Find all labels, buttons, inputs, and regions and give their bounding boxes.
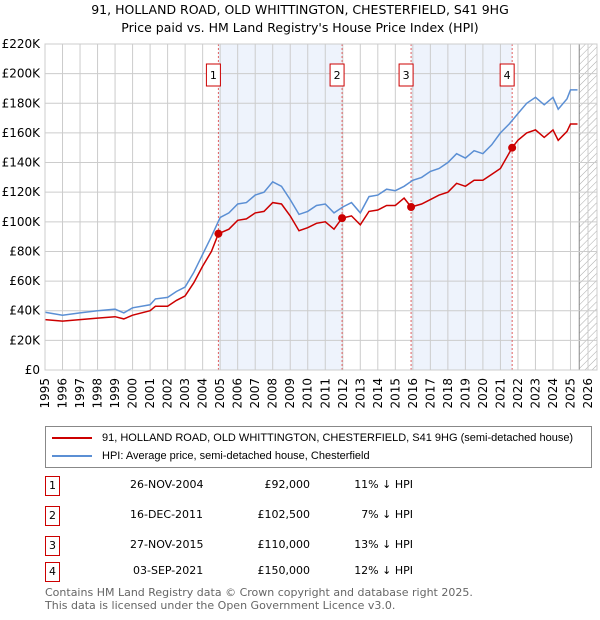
x-tick-label: 2022 [511,378,525,409]
ownership-shade [218,44,343,370]
x-tick-label: 2006 [231,378,245,409]
sale-point [407,203,416,211]
x-tick-label: 2004 [196,378,210,409]
x-tick-label: 2007 [248,378,262,409]
y-tick-label: £40K [9,304,41,318]
transaction-number: 1 [45,476,60,496]
transaction-date: 16-DEC-2011 [130,508,204,521]
transaction-date: 26-NOV-2004 [130,478,204,491]
property-price-line [44,123,578,322]
x-tick-label: 1995 [38,378,52,409]
transaction-price: £102,500 [257,508,311,521]
legend-swatch-property [52,437,92,439]
legend-label-property: 91, HOLLAND ROAD, OLD WHITTINGTON, CHEST… [102,432,574,444]
transaction-hpi-diff: 11% ↓ HPI [354,478,413,491]
chart-title-line1: 91, HOLLAND ROAD, OLD WHITTINGTON, CHEST… [91,2,509,17]
transaction-row: 3 27-NOV-2015 £110,000 13% ↓ HPI [45,536,445,556]
x-tick-label: 2019 [458,378,472,409]
x-tick-label: 2026 [581,378,595,409]
sale-label: 2 [334,69,341,82]
y-tick-label: £140K [2,156,42,170]
x-tick-label: 2000 [126,378,140,409]
transaction-price: £110,000 [257,538,311,551]
transaction-hpi-diff: 7% ↓ HPI [361,508,413,521]
x-tick-label: 2003 [178,378,192,409]
plot-border [44,43,598,371]
sale-point [338,214,347,223]
y-tick-label: £180K [2,96,42,110]
y-tick-label: £100K [2,215,42,229]
transaction-date: 03-SEP-2021 [133,564,204,577]
x-tick-label: 2014 [371,378,385,409]
y-tick-label: £20K [9,333,41,347]
footer-attribution: Contains HM Land Registry data © Crown c… [45,586,473,612]
chart-title-line2: Price paid vs. HM Land Registry's House … [121,20,479,35]
footer-line-1: Contains HM Land Registry data © Crown c… [45,586,473,599]
hpi-line [44,89,578,316]
y-tick-label: £120K [2,185,42,199]
transaction-price: £92,000 [264,478,311,491]
y-tick-label: £0 [25,363,40,377]
y-tick-label: £160K [2,126,42,140]
chart-plot: 1 2 3 4 £0 £20K £40K £60K £80K £100K £120K £140K £16… [2,37,598,409]
ownership-shade [411,44,513,370]
x-tick-label: 2012 [336,378,350,409]
x-tick-label: 2017 [423,378,437,409]
x-tick-label: 2005 [213,378,227,409]
x-tick-label: 1997 [73,378,87,409]
chart-legend: 91, HOLLAND ROAD, OLD WHITTINGTON, CHEST… [45,426,592,468]
x-tick-label: 2015 [388,378,402,409]
x-tick-label: 2020 [476,378,490,409]
x-tick-label: 2021 [493,378,507,409]
sale-label-box [205,63,221,87]
x-tick-label: 2016 [406,378,420,409]
sale-label: 4 [504,69,511,82]
sale-point [508,143,517,152]
y-tick-label: £80K [9,244,41,258]
transaction-hpi-diff: 13% ↓ HPI [354,538,413,551]
x-tick-label: 2008 [266,378,280,409]
footer-line-2: This data is licensed under the Open Gov… [45,599,396,612]
transaction-number: 2 [45,506,60,526]
x-tick-label: 2002 [161,378,175,409]
transaction-row: 2 16-DEC-2011 £102,500 7% ↓ HPI [45,506,445,526]
x-tick-label: 2024 [546,378,560,409]
x-tick-label: 2011 [318,378,332,409]
x-tick-label: 1996 [56,378,70,409]
sale-label: 3 [403,69,410,82]
transaction-number: 3 [45,536,60,556]
x-tick-label: 2023 [528,378,542,409]
transaction-date: 27-NOV-2015 [130,538,204,551]
transaction-price: £150,000 [257,564,311,577]
legend-swatch-hpi [52,455,92,457]
x-tick-label: 2013 [353,378,367,409]
transaction-hpi-diff: 12% ↓ HPI [354,564,413,577]
y-tick-label: £60K [9,274,41,288]
x-tick-label: 1998 [91,378,105,409]
sale-point [214,229,223,238]
sale-label-box [499,63,515,87]
sale-label-box [398,63,414,87]
x-tick-label: 1999 [108,378,122,409]
x-tick-label: 2009 [283,378,297,409]
transaction-row: 4 03-SEP-2021 £150,000 12% ↓ HPI [45,562,445,582]
y-tick-label: £220K [2,37,42,51]
x-tick-label: 2018 [441,378,455,409]
x-tick-label: 2001 [143,378,157,409]
sale-label-box [329,63,345,87]
x-tick-label: 2025 [563,378,577,409]
transaction-row: 1 26-NOV-2004 £92,000 11% ↓ HPI [45,476,445,496]
y-tick-label: £200K [2,67,42,81]
sale-label: 1 [210,69,217,82]
x-tick-label: 2010 [301,378,315,409]
legend-label-hpi: HPI: Average price, semi-detached house,… [102,450,370,462]
transaction-number: 4 [45,562,60,582]
